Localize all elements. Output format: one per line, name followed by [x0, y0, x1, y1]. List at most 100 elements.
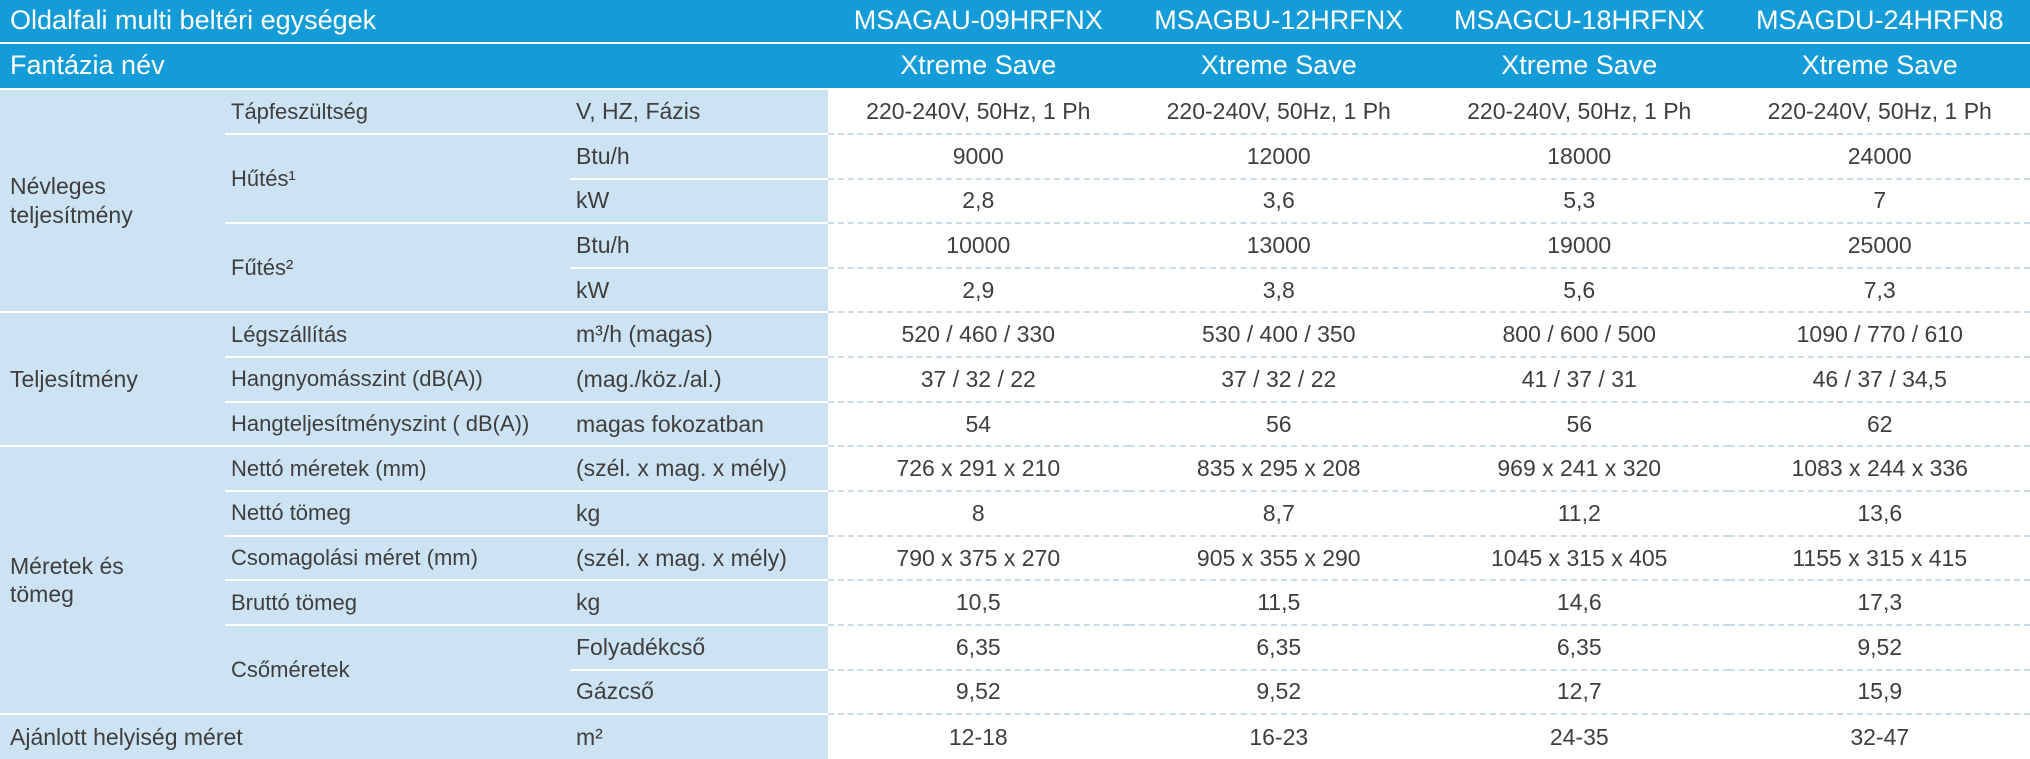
label-ajanlott-helyiseg-meret: Ajánlott helyiség méret — [0, 714, 570, 759]
value-hutes-kw-3: 7 — [1729, 178, 2030, 225]
value-folyadekcso-1: 6,35 — [1128, 624, 1429, 671]
unit-netto-meretek: (szél. x mag. x mély) — [570, 446, 829, 493]
group-meretek-es-tomeg: Méretek és tömeg — [0, 446, 225, 716]
unit-futes-kw: kW — [570, 267, 829, 314]
value-legszallitas-2: 800 / 600 / 500 — [1429, 312, 1730, 359]
value-netto-tomeg-3: 13,6 — [1729, 491, 2030, 537]
table-row: Csomagolási méret (mm) (szél. x mag. x m… — [0, 535, 2030, 582]
value-hutes-btu-2: 18000 — [1429, 133, 1730, 180]
value-netto-meretek-2: 969 x 241 x 320 — [1429, 446, 1730, 493]
group-label: Teljesítmény — [10, 366, 138, 393]
table-row: kW 2,9 3,8 5,6 7,3 — [0, 267, 2030, 314]
fantasy-name-2: Xtreme Save — [1429, 42, 1730, 91]
value-tapfeszultseg-2: 220-240V, 50Hz, 1 Ph — [1429, 89, 1730, 135]
value-ajanlott-1: 16-23 — [1128, 714, 1429, 759]
label-tapfeszultseg: Tápfeszültség — [225, 89, 570, 135]
unit-hutes-btu: Btu/h — [570, 133, 829, 180]
value-folyadekcso-0: 6,35 — [828, 624, 1129, 671]
value-hutes-kw-1: 3,6 — [1128, 178, 1429, 225]
table-row: Teljesítmény Légszállítás m³/h (magas) 5… — [0, 312, 2030, 448]
label-csomagolasi-meret: Csomagolási méret (mm) — [225, 535, 570, 582]
group-label: Névleges teljesítmény — [10, 173, 133, 228]
value-netto-meretek-3: 1083 x 244 x 336 — [1729, 446, 2030, 493]
value-legszallitas-0: 520 / 460 / 330 — [828, 312, 1129, 359]
value-hangteljesitmenyszint-2: 56 — [1429, 401, 1730, 448]
label-netto-meretek: Nettó méretek (mm) — [225, 446, 570, 493]
group-teljesitmeny: Teljesítmény — [0, 312, 225, 448]
value-hutes-kw-0: 2,8 — [828, 178, 1129, 225]
unit-ajanlott-helyiseg-meret: m² — [570, 714, 829, 759]
value-hangteljesitmenyszint-1: 56 — [1128, 401, 1429, 448]
unit-folyadekcso: Folyadékcső — [570, 624, 829, 671]
value-tapfeszultseg-0: 220-240V, 50Hz, 1 Ph — [828, 89, 1129, 135]
value-netto-meretek-0: 726 x 291 x 210 — [828, 446, 1129, 493]
model-header-1: MSAGBU-12HRFNX — [1128, 0, 1429, 44]
value-netto-tomeg-2: 11,2 — [1429, 491, 1730, 537]
unit-tapfeszultseg: V, HZ, Fázis — [570, 89, 829, 135]
value-legszallitas-3: 1090 / 770 / 610 — [1729, 312, 2030, 359]
value-futes-btu-1: 13000 — [1128, 223, 1429, 269]
value-gazcso-0: 9,52 — [828, 669, 1129, 716]
value-netto-tomeg-0: 8 — [828, 491, 1129, 537]
value-futes-kw-0: 2,9 — [828, 267, 1129, 314]
table-row: Hangnyomásszint (dB(A)) (mag./köz./al.) … — [0, 357, 2030, 403]
value-csomagolasi-meret-2: 1045 x 315 x 405 — [1429, 535, 1730, 582]
value-csomagolasi-meret-1: 905 x 355 x 290 — [1128, 535, 1429, 582]
unit-hangnyomasszint: (mag./köz./al.) — [570, 357, 829, 403]
table-row: Fűtés² Btu/h 10000 13000 19000 25000 — [0, 223, 2030, 314]
unit-netto-tomeg: kg — [570, 491, 829, 537]
value-futes-kw-1: 3,8 — [1128, 267, 1429, 314]
group-nevleges-teljesitmeny: Névleges teljesítmény — [0, 89, 225, 314]
table-row: Csőméretek Folyadékcső 6,35 6,35 6,35 9,… — [0, 624, 2030, 716]
label-hangteljesitmenyszint: Hangteljesítményszint ( dB(A)) — [225, 401, 570, 448]
unit-futes-btu: Btu/h — [570, 223, 829, 269]
value-futes-btu-2: 19000 — [1429, 223, 1730, 269]
value-ajanlott-2: 24-35 — [1429, 714, 1730, 759]
model-header-2: MSAGCU-18HRFNX — [1429, 0, 1730, 44]
value-futes-btu-0: 10000 — [828, 223, 1129, 269]
value-hangnyomasszint-0: 37 / 32 / 22 — [828, 357, 1129, 403]
value-hangnyomasszint-1: 37 / 32 / 22 — [1128, 357, 1429, 403]
value-gazcso-1: 9,52 — [1128, 669, 1429, 716]
value-hangteljesitmenyszint-0: 54 — [828, 401, 1129, 448]
value-hutes-btu-0: 9000 — [828, 133, 1129, 180]
value-hutes-btu-1: 12000 — [1128, 133, 1429, 180]
value-folyadekcso-2: 6,35 — [1429, 624, 1730, 671]
value-gazcso-3: 15,9 — [1729, 669, 2030, 716]
unit-csomagolasi-meret: (szél. x mag. x mély) — [570, 535, 829, 582]
value-hutes-kw-2: 5,3 — [1429, 178, 1730, 225]
value-hutes-btu-3: 24000 — [1729, 133, 2030, 180]
label-futes: Fűtés² — [225, 223, 570, 314]
value-futes-btu-3: 25000 — [1729, 223, 2030, 269]
table-row: Gázcső 9,52 9,52 12,7 15,9 — [0, 669, 2030, 716]
label-hangnyomasszint: Hangnyomásszint (dB(A)) — [225, 357, 570, 403]
label-netto-tomeg: Nettó tömeg — [225, 491, 570, 537]
value-netto-tomeg-1: 8,7 — [1128, 491, 1429, 537]
unit-hangteljesitmenyszint: magas fokozatban — [570, 401, 829, 448]
label-csomeretek: Csőméretek — [225, 624, 570, 716]
table-title: Oldalfali multi beltéri egységek — [0, 0, 829, 44]
value-hangteljesitmenyszint-3: 62 — [1729, 401, 2030, 448]
table-row: Méretek és tömeg Nettó méretek (mm) (szé… — [0, 446, 2030, 716]
value-hangnyomasszint-2: 41 / 37 / 31 — [1429, 357, 1730, 403]
value-tapfeszultseg-3: 220-240V, 50Hz, 1 Ph — [1729, 89, 2030, 135]
table-row: Névleges teljesítmény Tápfeszültség V, H… — [0, 89, 2030, 314]
value-brutto-tomeg-3: 17,3 — [1729, 580, 2030, 626]
unit-gazcso: Gázcső — [570, 669, 829, 716]
value-legszallitas-1: 530 / 400 / 350 — [1128, 312, 1429, 359]
group-label: Méretek és tömeg — [10, 552, 124, 608]
fantasy-name-label: Fantázia név — [0, 42, 829, 91]
value-hangnyomasszint-3: 46 / 37 / 34,5 — [1729, 357, 2030, 403]
unit-legszallitas: m³/h (magas) — [570, 312, 829, 359]
fantasy-name-1: Xtreme Save — [1128, 42, 1429, 91]
value-futes-kw-2: 5,6 — [1429, 267, 1730, 314]
value-gazcso-2: 12,7 — [1429, 669, 1730, 716]
value-brutto-tomeg-0: 10,5 — [828, 580, 1129, 626]
table-row: Bruttó tömeg kg 10,5 11,5 14,6 17,3 — [0, 580, 2030, 626]
value-tapfeszultseg-1: 220-240V, 50Hz, 1 Ph — [1128, 89, 1429, 135]
value-futes-kw-3: 7,3 — [1729, 267, 2030, 314]
value-csomagolasi-meret-3: 1155 x 315 x 415 — [1729, 535, 2030, 582]
value-csomagolasi-meret-0: 790 x 375 x 270 — [828, 535, 1129, 582]
